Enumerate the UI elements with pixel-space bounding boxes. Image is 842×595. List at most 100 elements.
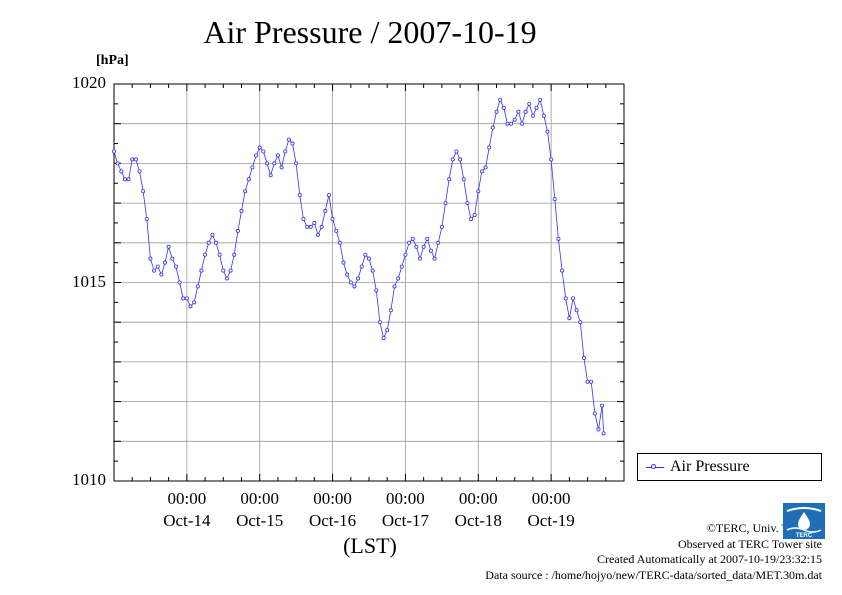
data-point [439, 224, 444, 229]
data-point [501, 105, 506, 110]
data-point [235, 228, 240, 233]
credit-source: Data source : /home/hojyo/new/TERC-data/… [485, 567, 822, 582]
data-point [381, 336, 386, 341]
data-point [162, 260, 167, 265]
data-point [527, 101, 532, 106]
data-point [392, 284, 397, 289]
data-point [297, 193, 302, 198]
data-point [465, 201, 470, 206]
data-point [498, 97, 503, 102]
data-point [377, 320, 382, 325]
data-point [283, 149, 288, 154]
data-point [352, 284, 357, 289]
x-tick-time: 00:00 [386, 489, 425, 508]
data-point [461, 177, 466, 182]
data-point [341, 260, 346, 265]
data-point [520, 121, 525, 126]
data-point [348, 280, 353, 285]
data-point [203, 252, 208, 257]
credit-created: Created Automatically at 2007-10-19/23:3… [597, 552, 822, 566]
data-point [468, 216, 473, 221]
data-point [359, 264, 364, 269]
data-point [443, 201, 448, 206]
x-tick-time: 00:00 [240, 489, 280, 508]
data-point [534, 105, 539, 110]
x-tick-time: 00:00 [458, 489, 498, 508]
data-point [541, 113, 546, 118]
data-point [308, 224, 313, 229]
data-point [224, 276, 229, 281]
data-point [366, 256, 371, 261]
data-point [428, 248, 433, 253]
credit-site: Observed at TERC Tower site [677, 536, 822, 551]
data-point [119, 169, 124, 174]
data-point [600, 403, 605, 408]
data-point [567, 316, 572, 321]
data-point [217, 252, 222, 257]
data-point [246, 177, 251, 182]
data-point [560, 268, 565, 273]
terc-logo: TERC [783, 503, 825, 539]
data-point [213, 240, 218, 245]
data-point [312, 220, 317, 225]
data-point [407, 240, 412, 245]
data-point [268, 173, 273, 178]
data-point [254, 153, 259, 158]
data-point [483, 165, 488, 170]
data-point [210, 232, 215, 237]
data-point [184, 296, 189, 301]
data-point [173, 264, 178, 269]
x-axis-label: (LST) [343, 533, 397, 558]
x-tick-time: 00:00 [313, 489, 352, 508]
data-point [290, 141, 295, 146]
data-point [115, 161, 120, 166]
data-point [192, 300, 197, 305]
data-point [122, 177, 127, 182]
data-point [571, 296, 576, 301]
data-point [509, 121, 514, 126]
data-point [286, 137, 291, 142]
data-point [556, 236, 561, 241]
y-tick-label: 1015 [72, 271, 106, 291]
series-points [112, 97, 606, 436]
x-tick-date: Oct-18 [454, 511, 502, 530]
data-point [159, 272, 164, 277]
data-point [315, 232, 320, 237]
data-point [425, 236, 430, 241]
data-point [585, 379, 590, 384]
series-line-air-pressure [113, 98, 604, 434]
data-point [152, 268, 157, 273]
data-point [356, 276, 361, 281]
x-tick-time: 00:00 [167, 489, 207, 508]
data-point [370, 268, 375, 273]
data-point [141, 189, 146, 194]
credits: ©TERC, Univ. Tsukuba Observed at TERC To… [485, 521, 822, 583]
data-point [479, 169, 484, 174]
data-point [261, 149, 266, 154]
data-point [188, 304, 193, 309]
data-point [414, 244, 419, 249]
data-point [195, 284, 200, 289]
data-point [596, 427, 601, 432]
data-point [432, 256, 437, 261]
data-point [170, 256, 175, 261]
data-point [221, 268, 226, 273]
legend-label: Air Pressure [670, 458, 750, 475]
data-point [574, 308, 579, 313]
data-point [206, 240, 211, 245]
chart-title: Air Pressure / 2007-10-19 [203, 14, 537, 50]
unit-label: [hPa] [96, 53, 129, 68]
data-point [243, 189, 248, 194]
data-point [538, 97, 543, 102]
data-point [592, 411, 597, 416]
data-point [421, 244, 426, 249]
data-point [294, 161, 299, 166]
data-point [374, 288, 379, 293]
data-point [601, 431, 606, 436]
data-point [112, 149, 117, 154]
data-point [144, 216, 149, 221]
data-point [177, 280, 182, 285]
data-point [126, 177, 131, 182]
data-point [337, 240, 342, 245]
y-tick-label: 1020 [72, 73, 106, 92]
